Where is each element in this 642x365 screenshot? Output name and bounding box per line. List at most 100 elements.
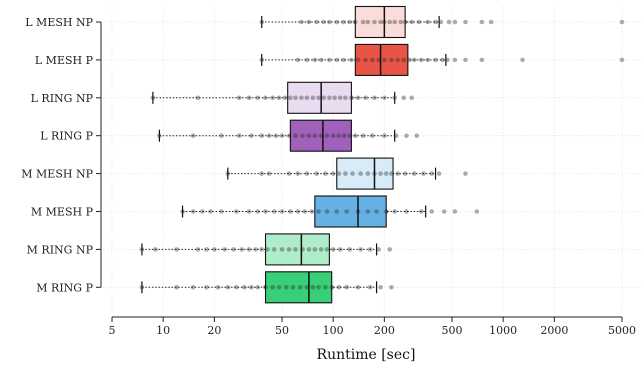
data-point — [330, 247, 336, 252]
data-point — [297, 285, 303, 290]
data-point — [350, 171, 355, 176]
data-point — [347, 133, 352, 138]
data-point — [398, 19, 404, 25]
data-point — [387, 19, 392, 25]
x-tick-label: 5000 — [608, 324, 636, 337]
data-point — [353, 133, 358, 138]
data-point — [463, 171, 468, 176]
data-point — [279, 247, 285, 252]
data-point — [271, 209, 277, 214]
data-point — [288, 209, 293, 214]
data-point — [363, 57, 368, 63]
data-point — [382, 57, 387, 63]
data-point — [309, 209, 315, 214]
data-point — [341, 19, 346, 25]
data-point — [402, 19, 408, 25]
data-point — [355, 95, 361, 101]
data-point — [270, 285, 275, 290]
data-point — [341, 133, 347, 138]
box — [314, 195, 387, 228]
data-point — [402, 171, 408, 176]
data-point — [395, 171, 401, 176]
data-point — [355, 57, 361, 63]
data-point — [416, 19, 422, 25]
data-point — [265, 247, 270, 252]
data-point — [236, 95, 242, 101]
data-point — [318, 57, 324, 63]
y-tick-label: L MESH P — [35, 54, 94, 67]
data-point — [404, 133, 409, 138]
data-point — [336, 171, 342, 176]
data-point — [344, 209, 349, 214]
data-point — [302, 209, 308, 214]
data-point — [295, 171, 301, 176]
data-point — [271, 247, 277, 252]
x-tick-label: 20 — [207, 324, 221, 337]
data-point — [276, 285, 282, 290]
data-point — [263, 285, 268, 290]
data-point — [383, 209, 389, 214]
data-point — [392, 95, 397, 101]
data-point — [378, 171, 383, 176]
data-point — [441, 209, 447, 214]
y-tick-label: L RING P — [40, 130, 93, 143]
data-point — [520, 57, 525, 63]
box — [336, 157, 394, 190]
data-point — [372, 19, 377, 25]
data-point — [306, 247, 312, 252]
data-point — [304, 285, 310, 290]
data-point — [343, 171, 348, 176]
data-point — [316, 285, 321, 290]
data-point — [365, 19, 371, 25]
data-point — [321, 95, 327, 101]
data-point — [479, 57, 485, 63]
data-point — [393, 133, 399, 138]
data-point — [327, 19, 332, 25]
data-point — [215, 285, 221, 290]
data-point — [334, 57, 340, 63]
data-point — [266, 171, 272, 176]
data-point — [299, 95, 304, 101]
data-point — [488, 19, 494, 25]
data-point — [463, 57, 468, 63]
data-point — [293, 95, 298, 101]
data-point — [263, 95, 268, 101]
data-point — [445, 57, 450, 63]
data-point — [409, 95, 415, 101]
data-point — [355, 285, 361, 290]
data-point — [429, 171, 435, 176]
data-point — [329, 285, 334, 290]
data-point — [246, 95, 252, 101]
data-point — [370, 57, 375, 63]
data-point — [204, 285, 209, 290]
data-point — [139, 247, 145, 252]
data-point — [312, 57, 318, 63]
data-point — [452, 57, 458, 63]
data-point — [195, 247, 201, 252]
data-point — [204, 247, 209, 252]
data-point — [318, 247, 324, 252]
data-point — [266, 133, 272, 138]
data-point — [452, 209, 458, 214]
box — [289, 119, 352, 152]
data-point — [246, 247, 252, 252]
data-point — [255, 95, 261, 101]
data-point — [300, 133, 305, 138]
data-point — [314, 171, 320, 176]
data-point — [360, 133, 366, 138]
data-point — [365, 209, 371, 214]
y-tick-label: L RING NP — [31, 92, 94, 105]
data-point — [414, 133, 420, 138]
data-point — [383, 171, 389, 176]
data-point — [324, 209, 330, 214]
data-point — [378, 285, 383, 290]
data-point — [363, 95, 368, 101]
data-point — [436, 171, 442, 176]
data-point — [157, 133, 162, 138]
data-point — [293, 247, 298, 252]
x-tick-label: 500 — [442, 324, 463, 337]
data-point — [389, 171, 394, 176]
data-point — [316, 209, 321, 214]
data-point — [358, 171, 363, 176]
data-point — [259, 57, 265, 63]
